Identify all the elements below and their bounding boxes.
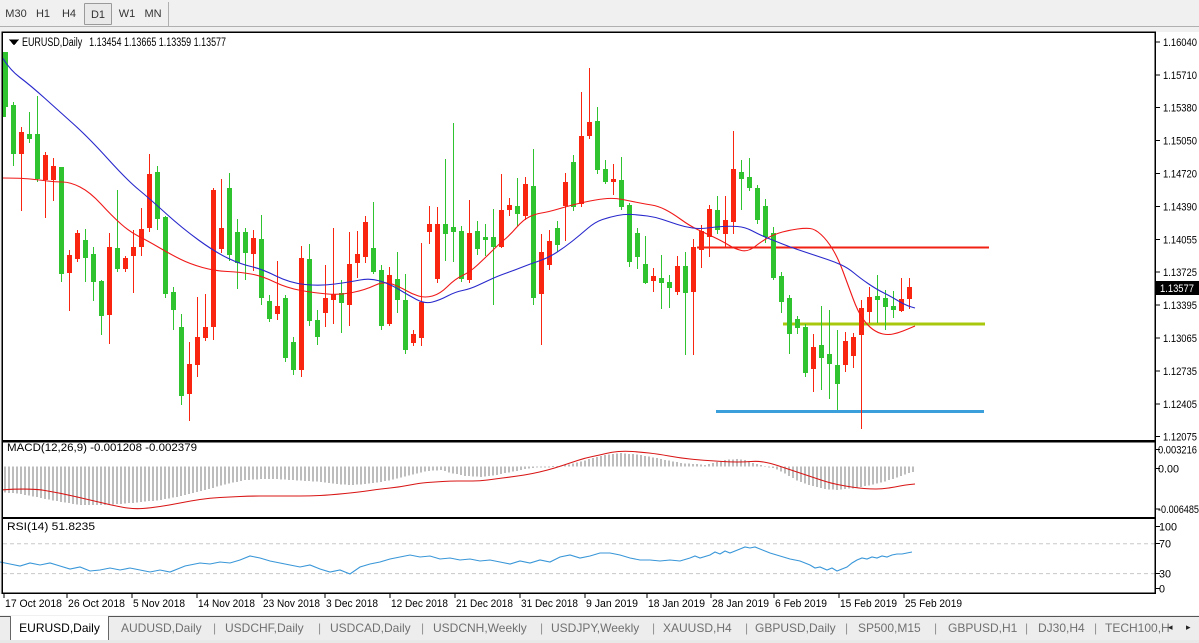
svg-text:1.15380: 1.15380 [1163,103,1197,115]
svg-text:1.12075: 1.12075 [1163,432,1197,444]
svg-text:12 Dec 2018: 12 Dec 2018 [391,598,448,610]
svg-text:25 Feb 2019: 25 Feb 2019 [905,598,962,610]
svg-text:3 Dec 2018: 3 Dec 2018 [326,598,378,610]
svg-text:1.13725: 1.13725 [1163,267,1197,279]
svg-text:30: 30 [1159,569,1171,581]
svg-text:1.13577: 1.13577 [1160,283,1194,295]
svg-text:1.14390: 1.14390 [1163,201,1197,213]
svg-text:MACD(12,26,9) -0.001208 -0.002: MACD(12,26,9) -0.001208 -0.002379 [7,442,197,454]
svg-text:0.00: 0.00 [1158,463,1179,475]
svg-text:EURUSD,Daily 1.13454 1.13665: EURUSD,Daily 1.13454 1.13665 1.13359 1.1… [22,37,226,49]
svg-text:5 Nov 2018: 5 Nov 2018 [133,598,185,610]
svg-text:0.003216: 0.003216 [1158,445,1197,457]
svg-text:1.15710: 1.15710 [1163,70,1197,82]
svg-text:1.13065: 1.13065 [1163,333,1197,345]
svg-text:-0.006485: -0.006485 [1158,504,1199,516]
svg-text:23 Nov 2018: 23 Nov 2018 [263,598,320,610]
svg-text:31 Dec 2018: 31 Dec 2018 [521,598,578,610]
svg-text:1.14720: 1.14720 [1163,169,1197,181]
svg-text:17 Oct 2018: 17 Oct 2018 [5,598,62,610]
svg-text:RSI(14) 51.8235: RSI(14) 51.8235 [7,521,95,533]
svg-text:9 Jan 2019: 9 Jan 2019 [586,598,638,610]
svg-text:15 Feb 2019: 15 Feb 2019 [840,598,897,610]
svg-text:100: 100 [1159,522,1177,534]
svg-text:1.12405: 1.12405 [1163,399,1197,411]
svg-text:18 Jan 2019: 18 Jan 2019 [648,598,705,610]
svg-text:14 Nov 2018: 14 Nov 2018 [198,598,255,610]
svg-text:1.14055: 1.14055 [1163,234,1197,246]
svg-text:21 Dec 2018: 21 Dec 2018 [456,598,513,610]
svg-text:26 Oct 2018: 26 Oct 2018 [68,598,125,610]
svg-text:70: 70 [1159,539,1171,551]
svg-text:1.15050: 1.15050 [1163,136,1197,148]
svg-text:0: 0 [1159,584,1165,596]
svg-text:1.13395: 1.13395 [1163,300,1197,312]
svg-text:28 Jan 2019: 28 Jan 2019 [712,598,769,610]
svg-text:1.12735: 1.12735 [1163,366,1197,378]
svg-text:1.16040: 1.16040 [1163,37,1197,49]
svg-text:6 Feb 2019: 6 Feb 2019 [775,598,827,610]
